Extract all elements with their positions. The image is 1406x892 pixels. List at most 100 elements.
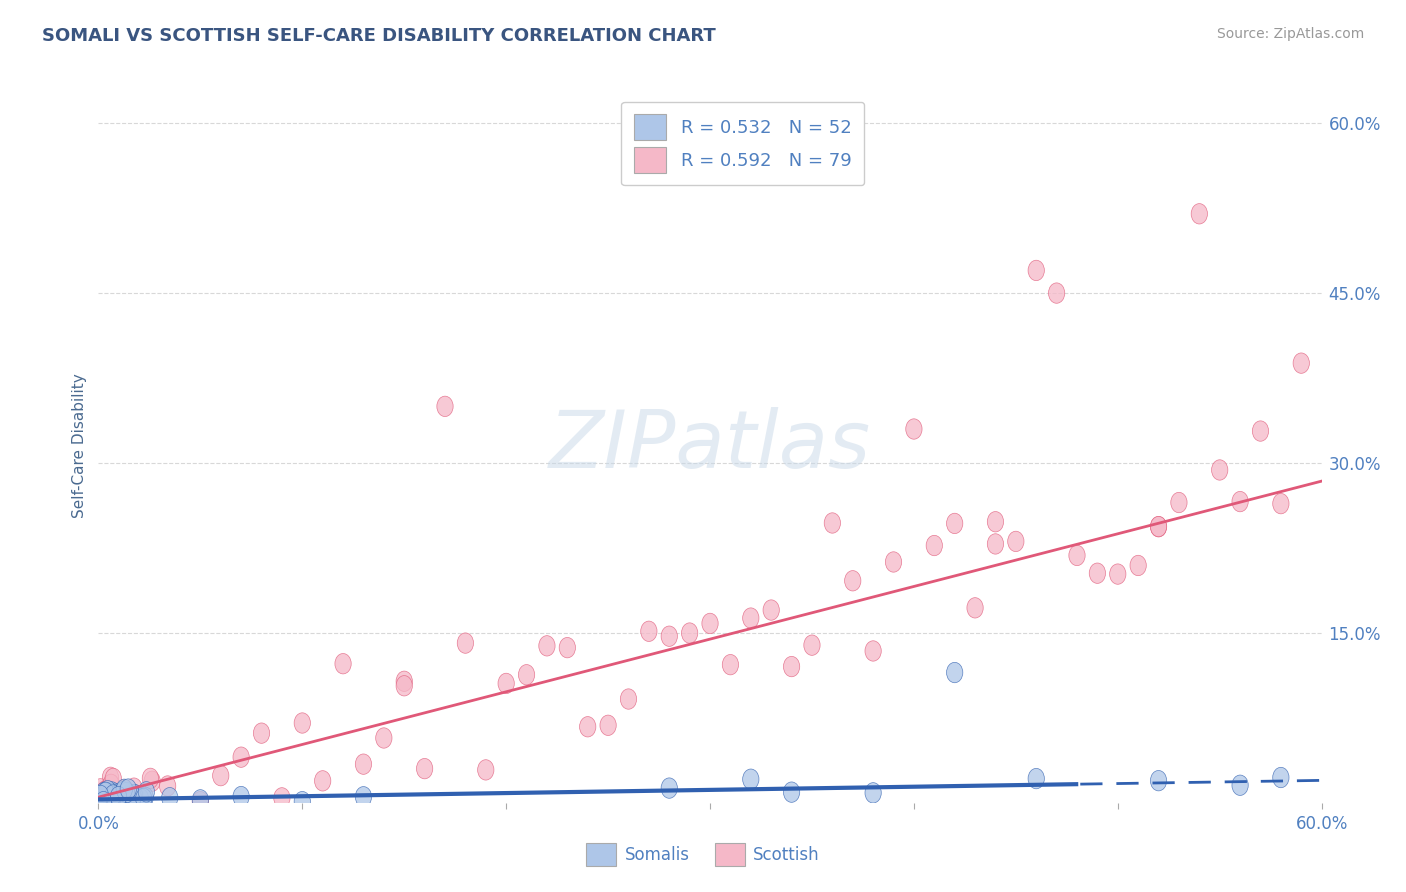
Ellipse shape (129, 791, 145, 812)
Ellipse shape (101, 791, 118, 812)
Ellipse shape (193, 789, 208, 810)
Ellipse shape (94, 791, 110, 812)
Legend: R = 0.532   N = 52, R = 0.592   N = 79: R = 0.532 N = 52, R = 0.592 N = 79 (621, 102, 865, 186)
Ellipse shape (661, 626, 678, 647)
Ellipse shape (1212, 459, 1227, 480)
Ellipse shape (763, 599, 779, 620)
Ellipse shape (125, 788, 141, 807)
Ellipse shape (120, 789, 136, 809)
Ellipse shape (112, 790, 129, 811)
Ellipse shape (105, 789, 122, 810)
Ellipse shape (142, 768, 159, 789)
Ellipse shape (98, 782, 114, 803)
Text: Source: ZipAtlas.com: Source: ZipAtlas.com (1216, 27, 1364, 41)
Ellipse shape (723, 655, 738, 675)
Ellipse shape (93, 779, 108, 799)
Ellipse shape (967, 598, 983, 618)
Ellipse shape (101, 785, 118, 805)
Ellipse shape (1150, 516, 1167, 537)
Ellipse shape (620, 689, 637, 709)
Ellipse shape (437, 396, 453, 417)
Ellipse shape (103, 791, 118, 812)
Ellipse shape (193, 791, 208, 812)
Ellipse shape (117, 779, 132, 799)
Ellipse shape (104, 785, 121, 805)
Ellipse shape (478, 760, 494, 780)
Ellipse shape (93, 789, 110, 810)
Ellipse shape (110, 789, 125, 810)
Ellipse shape (96, 785, 112, 805)
Ellipse shape (1028, 768, 1045, 789)
Ellipse shape (783, 782, 800, 802)
Ellipse shape (94, 786, 110, 806)
Ellipse shape (93, 791, 110, 812)
Ellipse shape (315, 771, 330, 791)
Ellipse shape (105, 787, 121, 807)
Ellipse shape (105, 783, 122, 804)
Ellipse shape (927, 535, 942, 556)
Ellipse shape (105, 768, 121, 789)
Ellipse shape (118, 782, 135, 803)
Ellipse shape (742, 607, 759, 628)
Ellipse shape (125, 787, 142, 807)
Ellipse shape (538, 636, 555, 656)
Ellipse shape (865, 640, 882, 661)
Ellipse shape (865, 782, 882, 803)
Ellipse shape (1191, 203, 1208, 224)
Ellipse shape (125, 778, 142, 798)
Ellipse shape (97, 789, 112, 810)
Ellipse shape (1109, 564, 1126, 584)
Ellipse shape (138, 781, 155, 802)
Ellipse shape (132, 789, 149, 809)
Ellipse shape (1130, 556, 1146, 575)
Ellipse shape (886, 552, 901, 572)
Ellipse shape (233, 787, 249, 806)
Ellipse shape (96, 782, 112, 803)
Ellipse shape (396, 671, 412, 691)
Ellipse shape (294, 713, 311, 733)
Ellipse shape (93, 789, 108, 809)
Ellipse shape (101, 784, 118, 805)
Ellipse shape (117, 780, 132, 800)
Text: ZIPatlas: ZIPatlas (548, 407, 872, 485)
Ellipse shape (519, 665, 534, 685)
Ellipse shape (987, 533, 1004, 554)
Ellipse shape (115, 781, 131, 802)
Ellipse shape (162, 788, 179, 808)
Ellipse shape (120, 779, 136, 799)
Ellipse shape (100, 791, 117, 812)
Ellipse shape (396, 675, 412, 696)
Y-axis label: Self-Care Disability: Self-Care Disability (72, 374, 87, 518)
Ellipse shape (641, 621, 657, 641)
Text: SOMALI VS SCOTTISH SELF-CARE DISABILITY CORRELATION CHART: SOMALI VS SCOTTISH SELF-CARE DISABILITY … (42, 27, 716, 45)
Ellipse shape (1150, 771, 1167, 791)
Ellipse shape (233, 747, 249, 767)
Ellipse shape (682, 623, 697, 643)
Ellipse shape (1049, 283, 1064, 303)
Ellipse shape (1090, 563, 1105, 583)
Ellipse shape (111, 787, 127, 807)
Legend: Somalis, Scottish: Somalis, Scottish (578, 835, 828, 875)
Ellipse shape (105, 785, 121, 805)
Ellipse shape (1028, 260, 1045, 281)
Ellipse shape (98, 780, 115, 800)
Ellipse shape (946, 513, 963, 533)
Ellipse shape (128, 785, 143, 805)
Ellipse shape (97, 782, 114, 803)
Ellipse shape (987, 511, 1004, 532)
Ellipse shape (804, 635, 820, 656)
Ellipse shape (159, 776, 176, 797)
Ellipse shape (103, 774, 120, 795)
Ellipse shape (824, 513, 841, 533)
Ellipse shape (104, 791, 120, 812)
Ellipse shape (783, 657, 800, 677)
Ellipse shape (416, 758, 433, 779)
Ellipse shape (1150, 516, 1167, 537)
Ellipse shape (135, 789, 152, 809)
Ellipse shape (1272, 493, 1289, 514)
Ellipse shape (457, 633, 474, 653)
Ellipse shape (93, 785, 108, 805)
Ellipse shape (212, 765, 229, 786)
Ellipse shape (253, 723, 270, 743)
Ellipse shape (127, 784, 142, 805)
